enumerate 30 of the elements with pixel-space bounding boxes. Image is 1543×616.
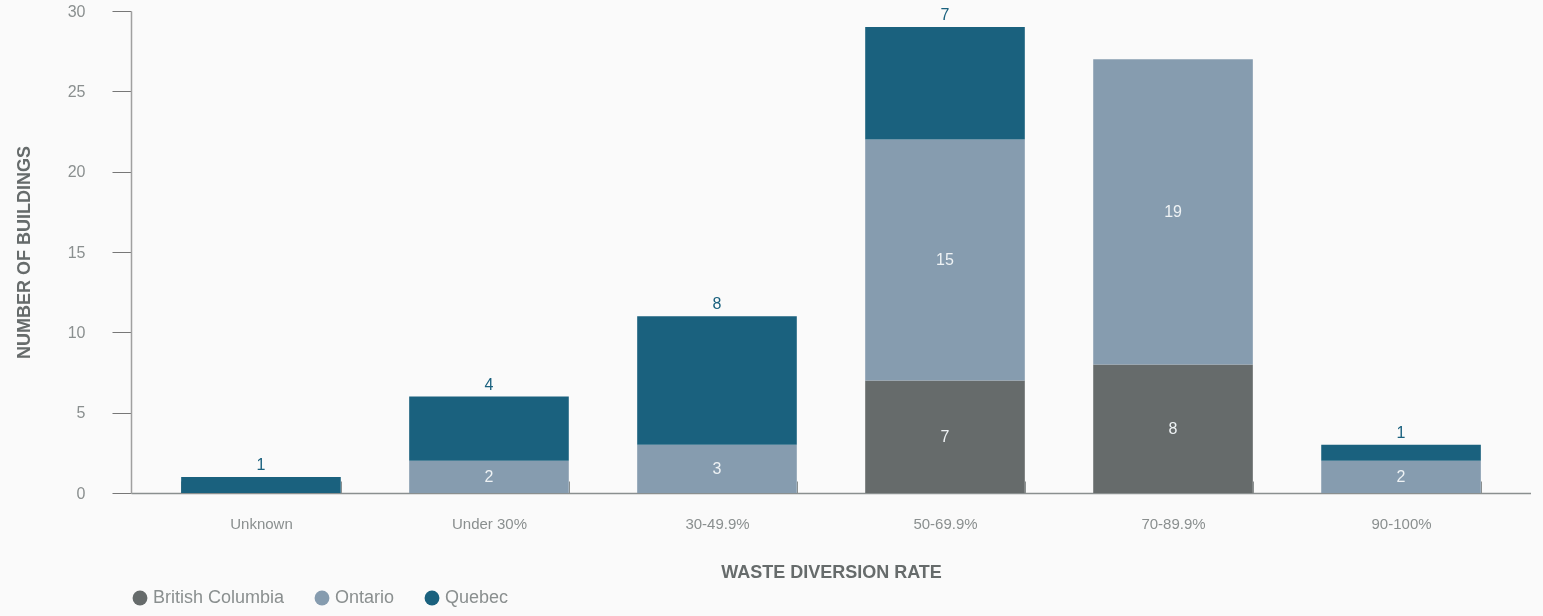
data-label: 15 [936, 251, 955, 269]
x-tick-label: Unknown [230, 514, 293, 532]
data-label: 19 [1164, 202, 1183, 220]
data-label: 1 [1396, 423, 1406, 441]
x-tick-label: 70-89.9% [1141, 514, 1206, 532]
data-label: 8 [1168, 419, 1178, 437]
data-label: 4 [484, 375, 494, 393]
x-tick-label: Under 30% [451, 514, 527, 532]
y-tick-label: 30 [67, 2, 86, 20]
legend-label: Quebec [445, 587, 509, 607]
data-label: 2 [1396, 467, 1406, 485]
legend-label: Ontario [335, 587, 395, 607]
y-tick-label: 15 [67, 243, 86, 261]
y-tick-label: 5 [76, 404, 86, 422]
data-label: 3 [712, 459, 722, 477]
y-tick-label: 20 [67, 163, 86, 181]
x-tick-label: 50-69.9% [913, 514, 978, 532]
data-label: 8 [712, 295, 722, 313]
data-label: 1 [256, 455, 266, 473]
data-label: 7 [940, 6, 950, 24]
legend-label: British Columbia [153, 587, 286, 607]
x-tick-label: 30-49.9% [685, 514, 750, 532]
data-label: 2 [484, 467, 494, 485]
y-tick-label: 0 [76, 484, 86, 502]
y-tick-label: 10 [67, 323, 86, 341]
x-tick-label: 90-100% [1371, 514, 1432, 532]
y-tick-label: 25 [67, 82, 86, 100]
y-axis-title: NUMBER OF BUILDINGS [13, 146, 34, 359]
x-axis-title: WASTE DIVERSION RATE [721, 561, 942, 582]
data-label: 7 [940, 427, 950, 445]
